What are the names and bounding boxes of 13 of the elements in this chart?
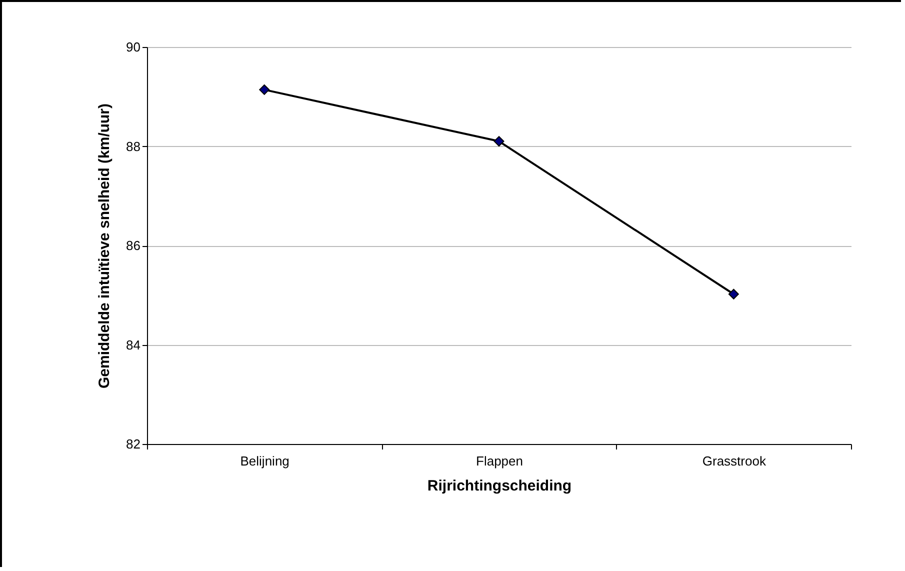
y-tick-label: 90 bbox=[126, 40, 140, 54]
y-tick-label: 86 bbox=[126, 238, 140, 253]
point bbox=[728, 288, 739, 300]
x-tick-label: Flappen bbox=[476, 454, 523, 468]
y-tick-label: 84 bbox=[126, 337, 140, 352]
point bbox=[494, 136, 504, 147]
point bbox=[259, 84, 270, 95]
x-tick-label: Grasstrook bbox=[702, 454, 766, 468]
y-tick-label: 88 bbox=[126, 138, 140, 154]
y-tick-label: 82 bbox=[126, 436, 140, 452]
x-tick-label: Belijning bbox=[240, 454, 290, 468]
x-axis-title: Rijrichtingscheiding bbox=[427, 478, 572, 494]
y-axis-title: Gemiddelde intuïtieve snelheid (km/uur) bbox=[96, 103, 114, 389]
